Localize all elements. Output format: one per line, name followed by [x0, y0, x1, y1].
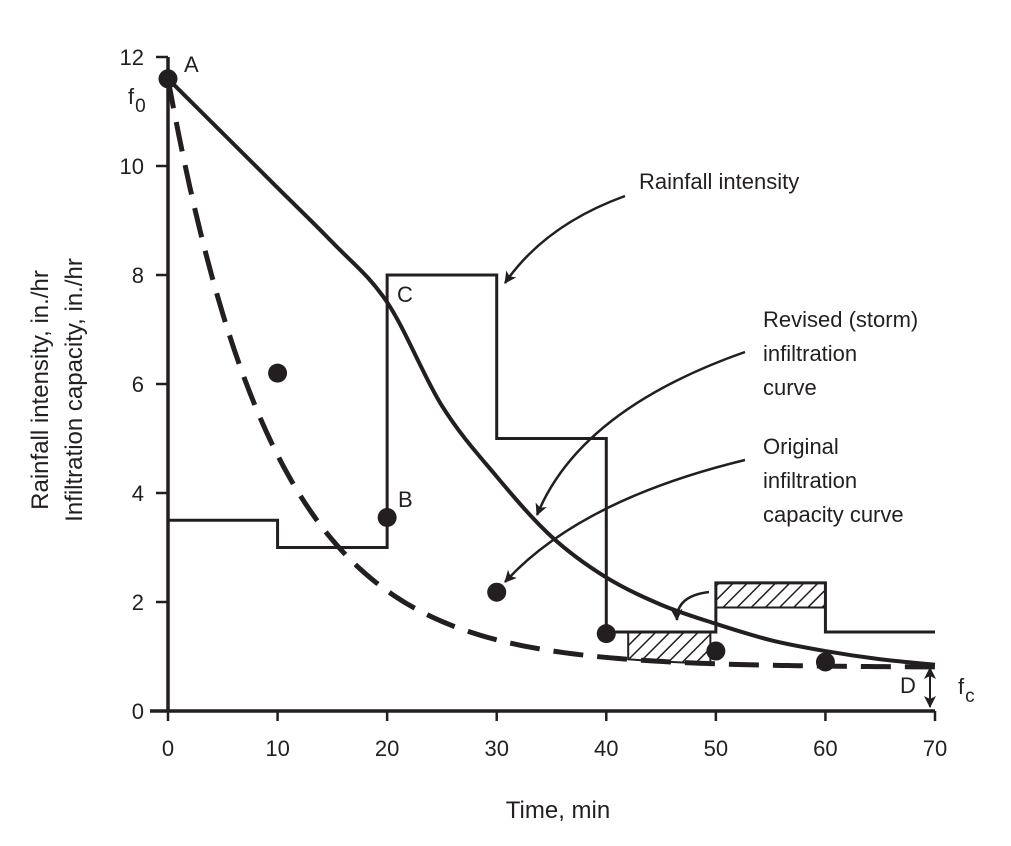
y-tick-label: 4 [132, 481, 144, 506]
annotation-revised-line3: curve [763, 375, 817, 400]
x-tick-label: 60 [813, 736, 837, 761]
x-tick-label: 0 [162, 736, 174, 761]
x-tick-label: 70 [923, 736, 947, 761]
x-tick-label: 50 [704, 736, 728, 761]
annotation-revised-curve: Revised (storm) infiltration curve [763, 307, 918, 400]
x-tick-label: 30 [484, 736, 508, 761]
f0-label-base: f [128, 84, 135, 109]
arrow-hatched-excess [670, 590, 710, 621]
annotation-original-line2: infiltration [763, 468, 857, 493]
x-tick-label: 20 [375, 736, 399, 761]
axis-ticks: 0 10 20 30 40 50 60 70 0 2 4 6 8 10 12 [120, 45, 948, 761]
annotation-arrows [503, 194, 746, 621]
hatched-regions [627, 581, 827, 665]
hatched-region-excess-40-50 [627, 630, 712, 665]
y-tick-label: 12 [120, 45, 144, 70]
point-label-b: B [398, 487, 413, 512]
data-point-marker [706, 641, 726, 661]
f0-label: f0 [128, 84, 146, 117]
y-axis-title-line2: Infiltration capacity, in./hr [61, 258, 88, 522]
annotation-revised-line1: Revised (storm) [763, 307, 918, 332]
arrow-original-curve [504, 458, 746, 583]
annotation-original-curve: Original infiltration capacity curve [763, 434, 904, 527]
x-axis-title: Time, min [506, 797, 610, 824]
point-label-a: A [184, 52, 199, 77]
annotation-original-line1: Original [763, 434, 839, 459]
data-point-marker [158, 69, 178, 89]
x-tick-label: 40 [594, 736, 618, 761]
y-tick-label: 8 [132, 263, 144, 288]
data-markers [158, 69, 835, 672]
fc-label: fc [958, 674, 975, 707]
f0-label-sub: 0 [135, 96, 146, 117]
annotation-original-line3: capacity curve [763, 502, 904, 527]
data-point-marker [596, 624, 616, 644]
annotation-rainfall-line1: Rainfall intensity [639, 169, 799, 194]
y-tick-label: 2 [132, 590, 144, 615]
hatched-region-excess-50-60 [714, 581, 827, 609]
arrow-rainfall-intensity [503, 194, 626, 284]
point-labels: A C B D [184, 52, 916, 698]
data-point-marker [815, 652, 835, 672]
point-label-d: D [900, 673, 916, 698]
series-revised-infiltration [166, 77, 936, 667]
y-tick-label: 0 [132, 699, 144, 724]
y-tick-label: 10 [120, 154, 144, 179]
y-tick-label: 6 [132, 372, 144, 397]
annotation-rainfall-intensity: Rainfall intensity [639, 169, 799, 194]
x-tick-label: 10 [265, 736, 289, 761]
annotation-revised-line2: infiltration [763, 341, 857, 366]
point-label-c: C [397, 282, 413, 307]
data-point-marker [487, 582, 507, 602]
fc-label-base: f [958, 674, 965, 699]
series-rainfall-intensity [168, 273, 935, 634]
data-point-marker [268, 363, 288, 383]
axes [150, 57, 935, 713]
y-axis-title-line1: Rainfall intensity, in./hr [27, 270, 54, 510]
series-layer [165, 77, 936, 670]
data-point-marker [377, 508, 397, 528]
fc-label-sub: c [965, 686, 975, 707]
arrow-revised-curve [535, 350, 746, 516]
